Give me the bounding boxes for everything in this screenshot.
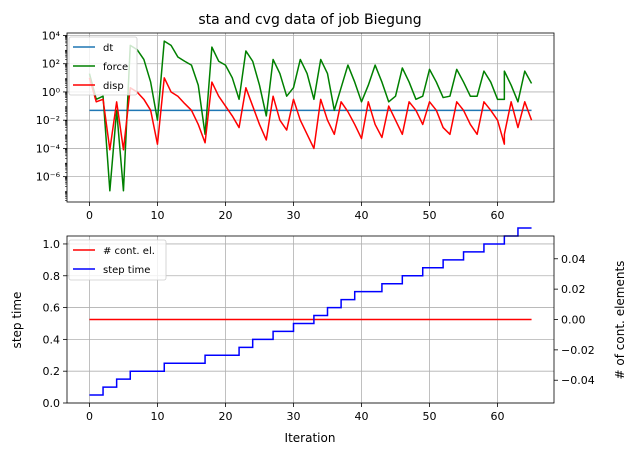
top-x-tick-label: 20 (218, 209, 232, 222)
top-legend-label-dt: dt (103, 43, 113, 54)
top-legend-label-disp: disp (103, 81, 124, 92)
bottom-y-tick-label: 0.8 (43, 270, 61, 283)
top-legend-label-force: force (103, 62, 128, 73)
top-chart-legend: dt force disp (68, 36, 138, 96)
top-x-tick-label: 0 (86, 209, 93, 222)
top-y-tick-label: 10⁰ (42, 86, 61, 99)
bottom-x-tick-label: 30 (286, 410, 300, 423)
bottom-y-tick-label: 0.2 (43, 365, 61, 378)
bottom-right-y-tick-label: 0.02 (561, 283, 586, 296)
bottom-chart-x-label: Iteration (285, 431, 336, 445)
bottom-chart-x-ticks: 0 10 20 30 40 50 60 (86, 403, 505, 423)
top-y-tick-label: 10⁻² (36, 114, 60, 127)
top-chart-series (88, 40, 533, 192)
bottom-y-tick-label: 0.6 (43, 302, 61, 315)
top-series-force-line (88, 40, 533, 192)
bottom-y-tick-label: 0.4 (43, 333, 61, 346)
bottom-right-y-tick-label: −0.04 (561, 374, 595, 387)
bottom-chart-right-y-label: # of cont. elements (613, 261, 627, 380)
bottom-legend-label-cont-el: # cont. el. (103, 246, 155, 257)
bottom-x-tick-label: 10 (150, 410, 164, 423)
top-y-tick-label: 10⁴ (42, 29, 61, 42)
bottom-right-y-tick-label: −0.02 (561, 344, 595, 357)
bottom-y-tick-label: 1.0 (43, 238, 61, 251)
top-series-disp-line (88, 77, 533, 151)
top-chart-frame (66, 32, 555, 203)
bottom-chart-right-y-ticks: −0.04 −0.02 0.00 0.02 0.04 (554, 253, 595, 387)
bottom-right-y-tick-label: 0.04 (561, 253, 586, 266)
top-x-tick-label: 10 (150, 209, 164, 222)
bottom-series-step-time-line (89, 227, 532, 396)
bottom-chart: 0 10 20 30 40 50 60 0.00.20.40.60.81.0 −0.04−0… (10, 227, 627, 445)
top-chart-y-ticks: 10⁻⁶ 10⁻⁴ 10⁻² 10⁰ 10² 10⁴ (36, 29, 67, 201)
bottom-chart-series (89, 227, 532, 396)
bottom-x-tick-label: 60 (491, 410, 505, 423)
top-y-tick-label: 10⁻⁶ (36, 171, 61, 184)
bottom-x-tick-label: 50 (423, 410, 437, 423)
top-chart-title: sta and cvg data of job Biegung (198, 12, 421, 28)
bottom-x-tick-label: 40 (355, 410, 369, 423)
top-y-tick-label: 10² (42, 58, 60, 71)
bottom-chart-y-ticks: 0.0 0.2 0.4 0.6 0.8 1.0 (43, 238, 67, 410)
top-x-tick-label: 60 (491, 209, 505, 222)
top-x-tick-label: 50 (423, 209, 437, 222)
bottom-chart-legend: # cont. el. step time (68, 239, 167, 281)
bottom-x-tick-label: 0 (86, 410, 93, 423)
top-y-tick-label: 10⁻⁴ (36, 142, 61, 155)
top-chart-x-ticks: 0 10 20 30 40 50 60 (86, 202, 505, 222)
top-chart-grid (67, 33, 554, 202)
top-x-tick-label: 30 (286, 209, 300, 222)
top-chart: sta and cvg data of job Biegung 0 10 20 30 4… (36, 12, 555, 222)
bottom-legend-label-step-time: step time (103, 265, 150, 276)
bottom-y-tick-label: 0.0 (43, 397, 61, 410)
bottom-chart-y-label: step time (10, 292, 24, 349)
bottom-right-y-tick-label: 0.00 (561, 314, 586, 327)
top-legend-box (68, 36, 138, 96)
bottom-x-tick-label: 20 (218, 410, 232, 423)
top-x-tick-label: 40 (355, 209, 369, 222)
